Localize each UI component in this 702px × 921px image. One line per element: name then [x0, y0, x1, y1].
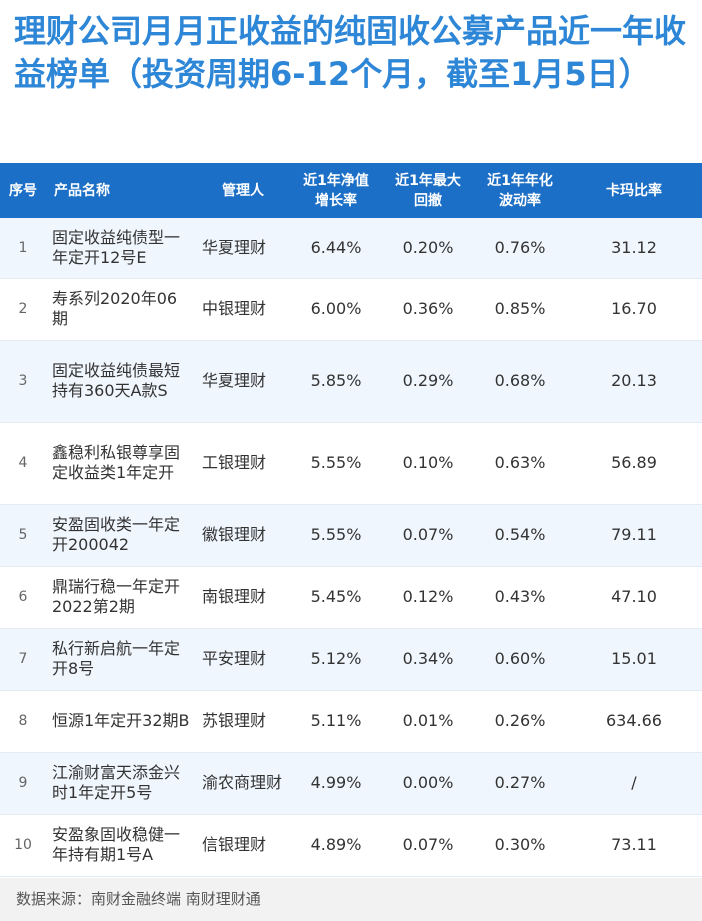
row-index: 5	[18, 527, 28, 543]
header-calmar: 卡玛比率	[606, 182, 662, 199]
header-product-name: 产品名称	[54, 182, 110, 199]
row-product-name: 江渝财富天添金兴时1年定开5号	[52, 763, 181, 802]
header-index: 序号	[9, 182, 37, 199]
ranking-table: 序号 产品名称 管理人 近1年净值 增长率 近1年最大 回撤 近1年年化 波动率…	[0, 163, 702, 877]
row-index: 2	[18, 301, 28, 317]
row-product-name: 私行新启航一年定开8号	[52, 639, 181, 678]
row-volatility: 0.68%	[494, 371, 546, 390]
row-manager: 中银理财	[202, 299, 267, 318]
table-row: 10 安盈象固收稳健一年持有期1号A 信银理财 4.89% 0.07% 0.30% 73.1…	[0, 814, 702, 876]
page-title: 理财公司月月正收益的纯固收公募产品近一年收益榜单（投资周期6-12个月，截至1月…	[14, 12, 687, 93]
row-manager: 南银理财	[202, 587, 267, 606]
row-index: 8	[18, 713, 28, 729]
row-manager: 华夏理财	[202, 371, 267, 390]
row-product-name: 安盈象固收稳健一年持有期1号A	[52, 825, 181, 864]
row-drawdown: 0.10%	[402, 453, 454, 472]
row-calmar: 79.11	[611, 525, 657, 544]
row-product-name: 鑫稳利私银尊享固定收益类1年定开	[52, 443, 181, 482]
row-calmar: 16.70	[611, 299, 657, 318]
row-calmar: 20.13	[611, 371, 657, 390]
row-manager: 徽银理财	[202, 525, 267, 544]
row-product-name: 鼎瑞行稳一年定开2022第2期	[52, 577, 181, 616]
row-volatility: 0.43%	[494, 587, 546, 606]
row-index: 9	[18, 775, 28, 791]
row-product-name: 安盈固收类一年定开200042	[52, 515, 181, 554]
row-growth: 5.55%	[310, 453, 362, 472]
table-row: 9 江渝财富天添金兴时1年定开5号 渝农商理财 4.99% 0.00% 0.27% /	[0, 752, 702, 814]
row-drawdown: 0.20%	[402, 237, 454, 257]
row-drawdown: 0.29%	[402, 371, 454, 390]
row-calmar: 31.12	[611, 237, 657, 257]
row-drawdown: 0.01%	[402, 711, 454, 730]
row-manager: 渝农商理财	[202, 773, 283, 792]
table-row: 8 恒源1年定开32期B 苏银理财 5.11% 0.01% 0.26% 634.66	[0, 690, 702, 752]
row-index: 6	[18, 589, 28, 605]
row-calmar: 47.10	[611, 587, 657, 606]
row-manager: 华夏理财	[202, 237, 267, 257]
row-growth: 5.55%	[310, 525, 362, 544]
table-row: 1 固定收益纯债型一年定开12号E 华夏理财 6.44% 0.20% 0.76% 31.12	[0, 218, 702, 278]
table-row: 7 私行新启航一年定开8号 平安理财 5.12% 0.34% 0.60% 15.01	[0, 628, 702, 690]
row-growth: 6.00%	[310, 299, 362, 318]
row-growth: 6.44%	[310, 237, 362, 257]
row-manager: 苏银理财	[202, 711, 267, 730]
row-drawdown: 0.34%	[402, 649, 454, 668]
row-product-name: 恒源1年定开32期B	[52, 711, 190, 730]
row-drawdown: 0.00%	[402, 773, 454, 792]
row-volatility: 0.85%	[494, 299, 546, 318]
header-manager: 管理人	[222, 182, 264, 199]
header-drawdown: 近1年最大 回撤	[395, 172, 461, 209]
data-source-footer: 数据来源：南财金融终端 南财理财通	[0, 878, 702, 921]
row-product-name: 寿系列2020年06期	[52, 289, 178, 328]
row-index: 4	[18, 455, 28, 471]
row-volatility: 0.76%	[494, 237, 546, 257]
row-calmar: 56.89	[611, 453, 657, 472]
row-manager: 工银理财	[202, 453, 267, 472]
row-drawdown: 0.36%	[402, 299, 454, 318]
row-volatility: 0.63%	[494, 453, 546, 472]
table-row: 4 鑫稳利私银尊享固定收益类1年定开 工银理财 5.55% 0.10% 0.63% 56.8…	[0, 422, 702, 504]
row-calmar: 15.01	[611, 649, 657, 668]
row-volatility: 0.54%	[494, 525, 546, 544]
row-volatility: 0.60%	[494, 649, 546, 668]
table-row: 5 安盈固收类一年定开200042 徽银理财 5.55% 0.07% 0.54% 79.11	[0, 504, 702, 566]
row-volatility: 0.30%	[494, 835, 546, 854]
table-row: 3 固定收益纯债最短持有360天A款S 华夏理财 5.85% 0.29% 0.68% 20.…	[0, 340, 702, 422]
row-drawdown: 0.07%	[402, 835, 454, 854]
row-growth: 5.11%	[310, 711, 362, 730]
row-calmar: 634.66	[606, 711, 662, 730]
row-manager: 信银理财	[202, 835, 267, 854]
row-manager: 平安理财	[202, 649, 267, 668]
row-product-name: 固定收益纯债最短持有360天A款S	[52, 361, 181, 400]
row-growth: 4.89%	[310, 835, 362, 854]
row-growth: 5.12%	[310, 649, 362, 668]
row-volatility: 0.26%	[494, 711, 546, 730]
table-row: 6 鼎瑞行稳一年定开2022第2期 南银理财 5.45% 0.12% 0.43% 47.10	[0, 566, 702, 628]
row-drawdown: 0.07%	[402, 525, 454, 544]
header-volatility: 近1年年化 波动率	[487, 172, 553, 209]
table-header-row: 序号 产品名称 管理人 近1年净值 增长率 近1年最大 回撤 近1年年化 波动率…	[0, 163, 702, 218]
row-index: 10	[14, 837, 32, 853]
header-growth: 近1年净值 增长率	[303, 172, 369, 209]
row-index: 3	[18, 373, 28, 389]
table-row: 2 寿系列2020年06期 中银理财 6.00% 0.36% 0.85% 16.70	[0, 278, 702, 340]
row-calmar: /	[631, 773, 637, 792]
row-index: 7	[18, 651, 28, 667]
row-growth: 5.45%	[310, 587, 362, 606]
row-product-name: 固定收益纯债型一年定开12号E	[52, 227, 181, 267]
row-index: 1	[18, 239, 28, 256]
row-growth: 5.85%	[310, 371, 362, 390]
row-calmar: 73.11	[611, 835, 657, 854]
row-growth: 4.99%	[310, 773, 362, 792]
row-drawdown: 0.12%	[402, 587, 454, 606]
row-volatility: 0.27%	[494, 773, 546, 792]
